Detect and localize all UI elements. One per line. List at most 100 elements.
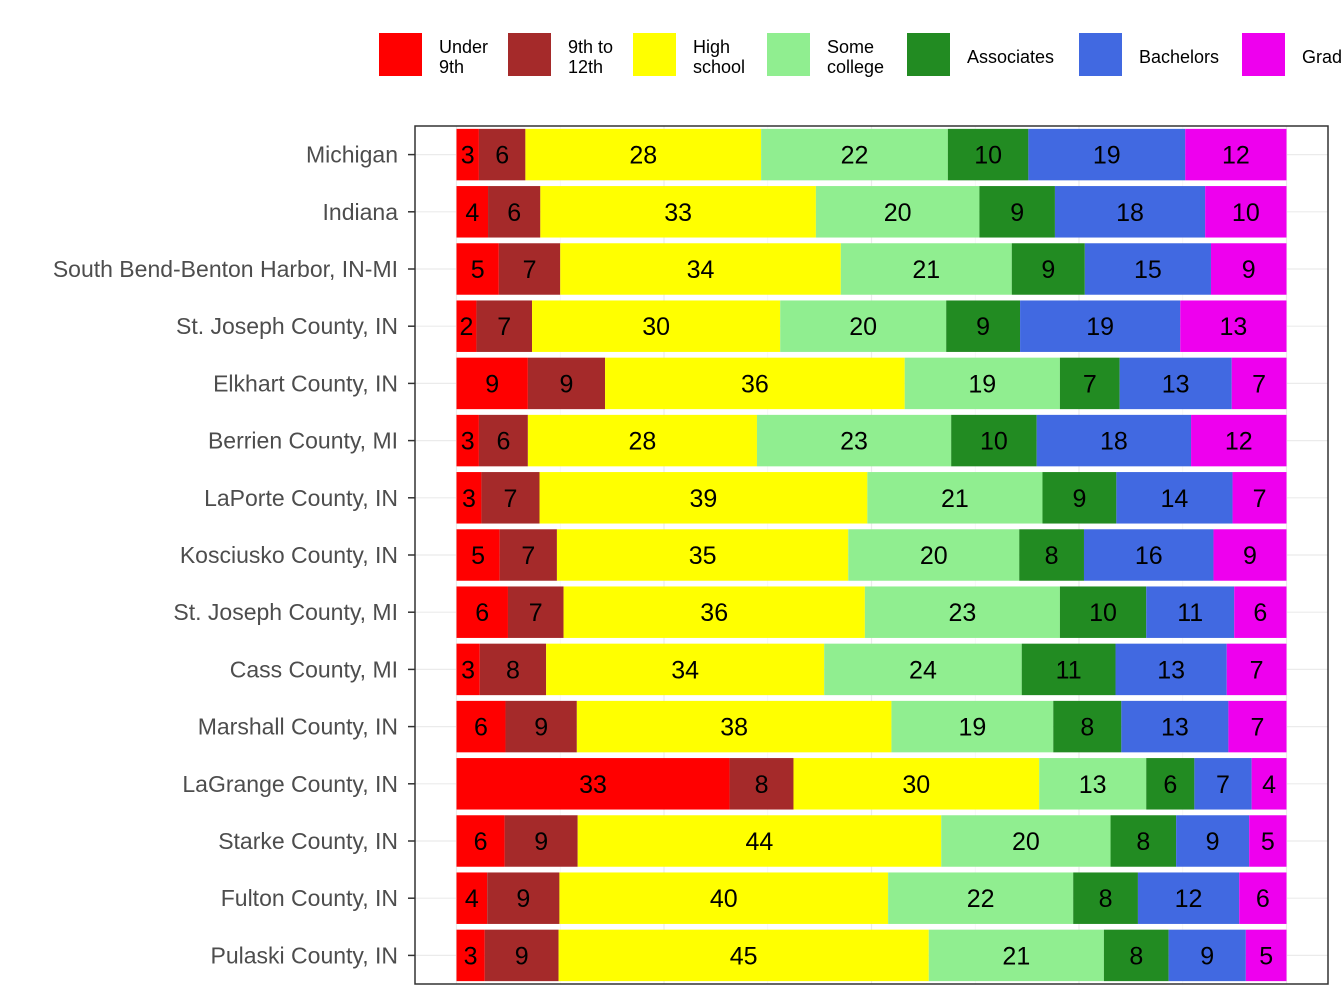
bar-segment bbox=[1205, 186, 1287, 238]
bar-segment bbox=[1019, 529, 1084, 581]
category-label: Starke County, IN bbox=[218, 828, 398, 854]
bar-value-label: 9 bbox=[1206, 828, 1220, 856]
bar-value-label: 12 bbox=[1225, 428, 1253, 456]
bar-value-label: 5 bbox=[1259, 942, 1273, 970]
bar-value-label: 6 bbox=[1163, 771, 1177, 799]
bar-segment bbox=[558, 929, 929, 982]
bar-value-label: 2 bbox=[460, 313, 474, 341]
bar-segment bbox=[1059, 357, 1120, 410]
bar-value-label: 5 bbox=[471, 256, 485, 284]
bar-value-label: 4 bbox=[465, 199, 479, 227]
bar-value-label: 11 bbox=[1177, 599, 1203, 627]
bar-value-label: 21 bbox=[912, 256, 940, 284]
y-axis-labels: Michigan Indiana South Bend-Benton Harbor,… bbox=[53, 142, 398, 969]
bar-segment bbox=[979, 186, 1055, 238]
bar-segment bbox=[527, 414, 757, 467]
bar-value-label: 8 bbox=[506, 656, 520, 684]
bar-value-label: 18 bbox=[1100, 428, 1128, 456]
bar-segment bbox=[1226, 643, 1287, 696]
bar-segment bbox=[456, 529, 500, 581]
bar-segment bbox=[525, 128, 762, 181]
bar-segment bbox=[1028, 128, 1186, 181]
category-label: Marshall County, IN bbox=[198, 714, 398, 740]
bar-segment bbox=[1083, 529, 1214, 581]
bar-value-label: 9 bbox=[485, 370, 499, 398]
bar-segment bbox=[793, 758, 1040, 810]
bar-segment bbox=[504, 815, 578, 867]
bar-value-label: 7 bbox=[1250, 714, 1264, 742]
category-label: LaPorte County, IN bbox=[204, 485, 398, 511]
legend-label: Grad bbox=[1302, 47, 1342, 67]
legend-swatch bbox=[907, 33, 950, 76]
bar-segment bbox=[891, 700, 1054, 753]
value-labels: 3 6 28 22 10 19 124 6 33 20 9 18 105 7 34 21 9 15 92 7 30 20 9… bbox=[460, 142, 1277, 971]
bar-value-label: 34 bbox=[671, 656, 699, 684]
bar-value-label: 5 bbox=[1261, 828, 1275, 856]
bar-value-label: 8 bbox=[1136, 828, 1150, 856]
bar-value-label: 10 bbox=[1089, 599, 1117, 627]
legend: Under 9th 9th to 12th High school Some college A… bbox=[379, 33, 1342, 77]
bar-segment bbox=[1059, 586, 1147, 638]
legend-label: High school bbox=[693, 37, 745, 77]
bar-value-label: 7 bbox=[503, 485, 517, 513]
category-label: South Bend-Benton Harbor, IN-MI bbox=[53, 256, 398, 282]
bar-segment bbox=[1011, 243, 1085, 295]
bar-segment bbox=[946, 300, 1021, 352]
bar-value-label: 9 bbox=[1200, 942, 1214, 970]
bar-segment bbox=[456, 300, 477, 352]
legend-swatch bbox=[633, 33, 676, 76]
bar-value-label: 45 bbox=[730, 942, 758, 970]
bar-value-label: 8 bbox=[1045, 542, 1059, 570]
bar-segment bbox=[605, 357, 905, 410]
bar-value-label: 19 bbox=[1093, 142, 1121, 170]
bar-value-label: 36 bbox=[700, 599, 728, 627]
bar-segment bbox=[1176, 815, 1250, 867]
bar-segment bbox=[1213, 529, 1287, 581]
bar-segment bbox=[1146, 758, 1195, 810]
bar-segment bbox=[756, 414, 952, 467]
bar-segment bbox=[1054, 186, 1206, 238]
bar-segment bbox=[556, 529, 849, 581]
bar-segment bbox=[560, 243, 841, 295]
bar-value-label: 14 bbox=[1161, 485, 1189, 513]
bar-value-label: 28 bbox=[629, 428, 657, 456]
legend-label: Bachelors bbox=[1139, 47, 1219, 67]
bar-value-label: 9 bbox=[1242, 256, 1256, 284]
bar-value-label: 28 bbox=[629, 142, 657, 170]
bar-segment bbox=[1210, 243, 1287, 295]
bar-segment bbox=[947, 128, 1029, 181]
category-label: Michigan bbox=[306, 142, 398, 168]
bar-value-label: 36 bbox=[741, 370, 769, 398]
bar-value-label: 12 bbox=[1175, 885, 1203, 913]
bars bbox=[456, 128, 1287, 982]
bar-segment bbox=[505, 700, 577, 753]
bar-segment bbox=[456, 872, 488, 924]
bar-value-label: 23 bbox=[948, 599, 976, 627]
bar-segment bbox=[941, 815, 1111, 867]
bar-value-label: 9 bbox=[1041, 256, 1055, 284]
bar-value-label: 9 bbox=[1010, 199, 1024, 227]
bar-segment bbox=[487, 872, 560, 924]
bar-segment bbox=[1121, 700, 1229, 753]
bar-segment bbox=[1239, 872, 1287, 924]
bar-value-label: 18 bbox=[1116, 199, 1144, 227]
bar-segment bbox=[840, 243, 1012, 295]
bar-value-label: 3 bbox=[464, 942, 478, 970]
bar-value-label: 7 bbox=[521, 542, 535, 570]
bar-value-label: 35 bbox=[689, 542, 717, 570]
bar-value-label: 30 bbox=[902, 771, 930, 799]
bar-value-label: 6 bbox=[1256, 885, 1270, 913]
bar-segment bbox=[498, 243, 561, 295]
bar-value-label: 9 bbox=[976, 313, 990, 341]
bar-segment bbox=[1232, 472, 1287, 524]
bar-segment bbox=[488, 186, 541, 238]
category-label: Berrien County, MI bbox=[208, 428, 398, 454]
legend-swatch bbox=[1242, 33, 1285, 76]
bar-segment bbox=[577, 815, 942, 867]
bar-segment bbox=[1115, 643, 1227, 696]
bar-value-label: 11 bbox=[1056, 656, 1082, 684]
legend-label: 9th to 12th bbox=[568, 37, 613, 77]
bar-segment bbox=[848, 529, 1020, 581]
bar-segment bbox=[576, 700, 892, 753]
